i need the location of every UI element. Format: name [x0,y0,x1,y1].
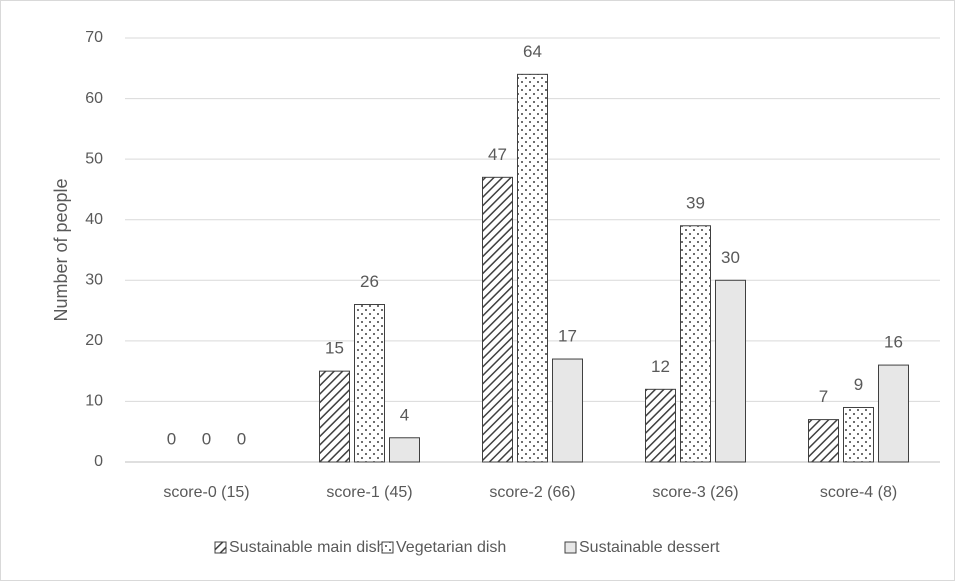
y-tick-label: 60 [85,90,103,107]
data-label: 15 [325,339,344,358]
y-tick-label: 20 [85,332,103,349]
y-tick-label: 70 [85,29,103,46]
x-tick-label: score-4 (8) [820,484,897,501]
bar [552,358,583,463]
data-label: 9 [854,375,863,394]
bar [878,364,909,463]
data-label: 0 [167,429,176,448]
bar [354,304,385,463]
data-label: 0 [237,429,246,448]
bar [680,225,711,463]
legend-label: Sustainable dessert [579,539,720,556]
data-label: 7 [819,387,828,406]
data-label: 64 [523,42,542,61]
data-label: 30 [721,248,740,267]
x-tick-label: score-3 (26) [652,484,738,501]
data-label: 17 [558,327,577,346]
data-label: 4 [400,405,409,424]
legend-swatch [214,541,227,554]
x-tick-label: score-0 (15) [163,484,249,501]
data-label: 47 [488,145,507,164]
data-label: 39 [686,193,705,212]
bar [517,73,548,463]
y-tick-label: 0 [94,453,103,470]
legend-label: Vegetarian dish [396,539,506,556]
data-label: 16 [884,333,903,352]
bar [319,370,350,463]
y-tick-label: 50 [85,150,103,167]
legend-label: Sustainable main dish [229,539,386,556]
y-tick-label: 30 [85,272,103,289]
x-tick-label: score-1 (45) [326,484,412,501]
bar [482,176,513,463]
data-label: 26 [360,272,379,291]
bar [843,406,874,463]
data-label: 12 [651,357,670,376]
bar [389,437,420,463]
legend-swatch [564,541,577,554]
y-axis-label: Number of people [51,178,71,321]
bar [645,388,676,463]
legend-swatch [381,541,394,554]
x-tick-label: score-2 (66) [489,484,575,501]
y-tick-label: 10 [85,393,103,410]
bar [808,419,839,463]
bar [715,279,746,463]
y-tick-label: 40 [85,211,103,228]
data-label: 0 [202,429,211,448]
